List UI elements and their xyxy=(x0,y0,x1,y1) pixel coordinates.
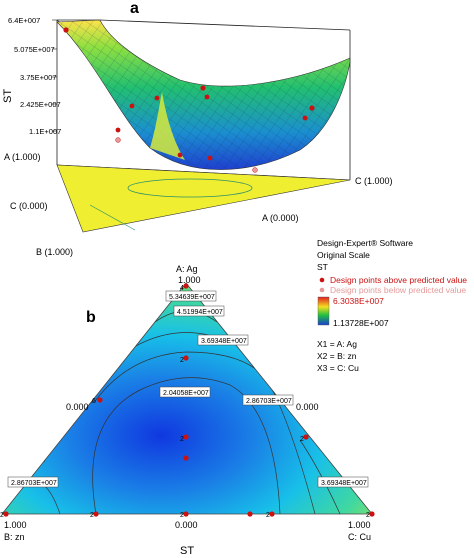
legend-scale: Original Scale xyxy=(317,250,370,260)
count-label: 2 xyxy=(180,512,184,519)
panel-a-letter: a xyxy=(130,0,139,17)
count-label: 2 xyxy=(300,436,304,443)
count-label: 6 xyxy=(92,398,96,405)
legend-x1: X1 = A: Ag xyxy=(317,339,357,349)
legend-max: 6.3038E+007 xyxy=(333,296,384,306)
legend-x3: X3 = C: Cu xyxy=(317,363,359,373)
contour-label: 2.86703E+007 xyxy=(11,480,57,487)
surface-point xyxy=(207,155,213,161)
design-point xyxy=(183,434,189,440)
contour-label: 2.04058E+007 xyxy=(163,390,209,397)
legend-above-label: Design points above predicted value xyxy=(330,275,467,285)
vertex-label: A (0.000) xyxy=(262,213,299,223)
design-point xyxy=(183,455,189,461)
contour-label: 3.69348E+007 xyxy=(201,338,247,345)
surface-point xyxy=(252,167,258,173)
top-component-label: A: Ag xyxy=(176,264,198,274)
legend-min: 1.13728E+007 xyxy=(333,318,389,328)
top-value: 1.000 xyxy=(178,275,201,285)
x-axis-title: ST xyxy=(180,545,194,557)
design-point xyxy=(183,355,189,361)
bottom-right-component: C: Cu xyxy=(348,532,371,542)
floor-triangle xyxy=(56,164,351,233)
legend-x2: X2 = B: zn xyxy=(317,351,357,361)
z-tick: 2.425E+007 xyxy=(20,100,61,109)
count-label: 2 xyxy=(90,512,94,519)
surface-point xyxy=(115,137,121,143)
vertex-label: C (1.000) xyxy=(355,176,393,186)
vertex-label: A (1.000) xyxy=(4,152,41,162)
design-point xyxy=(303,434,309,440)
vertex-labels: A (1.000) C (0.000) B (1.000) C (1.000) … xyxy=(4,152,393,257)
contour-line xyxy=(95,351,316,514)
panel-a: a xyxy=(2,0,393,257)
replicate-counts: 4 2 6 2 2 2 2 2 2 2 xyxy=(0,285,370,519)
surface-point xyxy=(177,152,183,158)
bottom-mid-value: 0.000 xyxy=(175,520,198,530)
ternary-axis-labels: A: Ag 1.000 0.000 0.000 1.000 B: zn 0.00… xyxy=(4,264,371,557)
legend-below-marker xyxy=(319,287,325,293)
z-tick: 1.1E+007 xyxy=(29,127,61,136)
bottom-left-value: 1.000 xyxy=(4,520,27,530)
z-axis-tick-marks xyxy=(52,19,57,132)
vertex-label: C (0.000) xyxy=(10,201,48,211)
surface-point xyxy=(129,103,135,109)
legend-colorbar xyxy=(317,296,330,326)
count-label: 2 xyxy=(0,512,4,519)
legend-response: ST xyxy=(317,262,328,272)
contour-label: 2.86703E+007 xyxy=(246,398,292,405)
design-point xyxy=(3,511,9,517)
design-point xyxy=(269,511,275,517)
count-label: 2 xyxy=(366,512,370,519)
floor-contour xyxy=(127,178,253,198)
legend-software: Design-Expert® Software xyxy=(317,238,413,248)
surface-mesh xyxy=(57,20,350,170)
legend: Design-Expert® Software Original Scale S… xyxy=(317,238,467,373)
legend-above-marker xyxy=(319,277,325,283)
design-point xyxy=(183,283,189,289)
surface-point xyxy=(200,85,206,91)
surface-point xyxy=(154,95,160,101)
bottom-left-component: B: zn xyxy=(4,532,25,542)
ternary-points xyxy=(3,283,375,517)
surface-point xyxy=(204,94,210,100)
left-value: 0.000 xyxy=(66,402,89,412)
design-point xyxy=(369,511,375,517)
surface-point xyxy=(63,27,69,33)
design-point xyxy=(97,397,103,403)
legend-below-label: Design points below predicted value xyxy=(330,285,466,295)
panel-b: b 5.34639E+007 4.51994E+007 3.69348E+007… xyxy=(0,264,375,557)
count-label: 2 xyxy=(266,512,270,519)
z-tick: 3.75E+007 xyxy=(20,73,57,82)
surface-point xyxy=(115,127,121,133)
contour-line xyxy=(92,377,281,514)
design-point xyxy=(183,511,189,517)
design-point xyxy=(247,511,253,517)
z-tick: 5.075E+007 xyxy=(14,45,55,54)
contour-label: 5.34639E+007 xyxy=(169,294,215,301)
surface-point xyxy=(302,115,308,121)
right-value: 0.000 xyxy=(296,402,319,412)
bottom-right-value: 1.000 xyxy=(348,520,371,530)
surface-fold xyxy=(150,92,185,160)
z-tick: 6.4E+007 xyxy=(8,16,40,25)
z-axis-ticks: 6.4E+007 5.075E+007 3.75E+007 2.425E+007… xyxy=(8,16,61,136)
contour-label: 4.51994E+007 xyxy=(177,309,223,316)
contour-label: 3.69348E+007 xyxy=(321,480,367,487)
surface-points xyxy=(63,27,315,173)
panel-b-letter: b xyxy=(86,309,96,326)
count-label: 2 xyxy=(180,357,184,364)
contour-labels: 5.34639E+007 4.51994E+007 3.69348E+007 2… xyxy=(7,290,369,488)
surface-point xyxy=(309,105,315,111)
vertex-label: B (1.000) xyxy=(36,247,73,257)
count-label: 4 xyxy=(180,285,184,292)
count-label: 2 xyxy=(180,436,184,443)
floor-contour-line xyxy=(89,204,136,231)
z-axis-title: ST xyxy=(2,89,14,103)
contour-line xyxy=(299,439,341,514)
design-point xyxy=(93,511,99,517)
